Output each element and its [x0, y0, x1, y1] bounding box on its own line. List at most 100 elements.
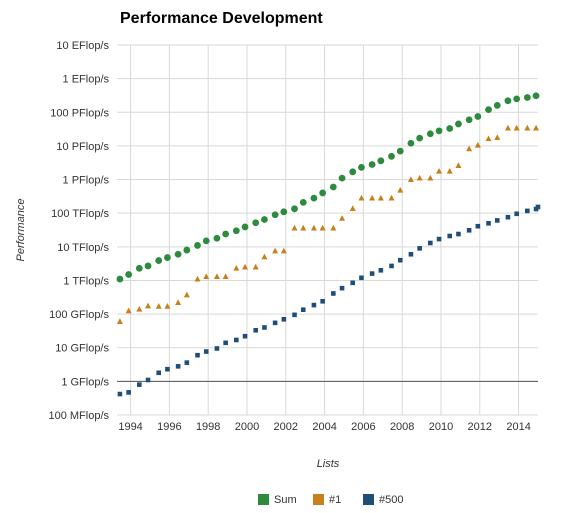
- top1-point: [369, 194, 376, 201]
- top1-point: [436, 167, 443, 174]
- sum-point: [426, 130, 434, 138]
- y-tick-label: 10 PFlop/s: [56, 141, 109, 153]
- x-tick-label: 2002: [274, 421, 298, 433]
- sum-point: [280, 208, 288, 216]
- sum-point: [116, 275, 124, 283]
- top500-point: [447, 233, 453, 239]
- top1-point: [125, 307, 132, 314]
- top500-point: [234, 337, 239, 343]
- top500-point: [145, 377, 151, 383]
- sum-point: [291, 205, 298, 213]
- top500-point: [397, 257, 403, 263]
- top500-point: [117, 391, 123, 397]
- sum-point: [513, 95, 521, 103]
- x-tick-label: 1998: [196, 421, 220, 433]
- top1-point: [164, 303, 171, 309]
- series-#500: [117, 204, 541, 397]
- sum-point: [388, 152, 395, 160]
- x-tick-label: 2014: [506, 421, 530, 433]
- x-tick-label: 1994: [118, 421, 142, 433]
- top1-point: [427, 174, 434, 181]
- top500-point: [525, 208, 530, 214]
- y-tick-label: 100 GFlop/s: [49, 309, 109, 321]
- sum-point: [455, 120, 462, 128]
- sum-point: [252, 219, 260, 227]
- top1-point: [349, 205, 356, 211]
- y-tick-label: 100 TFlop/s: [51, 208, 109, 220]
- sum-point: [396, 147, 404, 155]
- sum-point: [310, 194, 318, 202]
- top500-point: [475, 223, 481, 229]
- x-axis-ticks: 1994 1996 1998 2000 2002 2004 2006 2008 2010 2012…: [118, 421, 531, 433]
- legend-swatch: [258, 494, 269, 505]
- top500-point: [417, 246, 422, 251]
- x-tick-label: 2000: [235, 421, 259, 433]
- sum-point: [174, 250, 182, 258]
- top500-point: [272, 320, 278, 326]
- top1-point: [252, 263, 259, 270]
- top500-point: [466, 227, 472, 233]
- top1-point: [116, 318, 123, 324]
- sum-point: [155, 257, 163, 264]
- top1-point: [455, 162, 462, 168]
- top1-point: [222, 273, 229, 280]
- top1-point: [485, 135, 492, 142]
- sum-point: [329, 183, 337, 191]
- top1-point: [330, 224, 337, 231]
- top500-point: [165, 366, 170, 372]
- y-axis-title: Performance: [15, 199, 27, 262]
- top500-point: [311, 302, 317, 308]
- top500-point: [428, 240, 433, 246]
- top1-point: [494, 134, 501, 141]
- top1-point: [145, 302, 152, 309]
- top1-point: [203, 273, 210, 280]
- top500-point: [369, 271, 375, 276]
- top500-point: [505, 214, 511, 220]
- sum-point: [299, 198, 307, 206]
- sum-point: [125, 271, 133, 278]
- sum-point: [504, 97, 512, 105]
- sum-point: [465, 116, 473, 124]
- top500-point: [137, 382, 142, 387]
- top1-point: [319, 224, 326, 231]
- series-#1: [116, 124, 540, 324]
- top1-point: [300, 224, 307, 231]
- sum-point: [446, 125, 454, 132]
- sum-point: [416, 134, 424, 142]
- sum-point: [474, 113, 482, 120]
- top1-point: [213, 273, 220, 280]
- top1-point: [183, 291, 190, 298]
- top500-point: [300, 307, 306, 313]
- top500-point: [253, 327, 259, 333]
- sum-point: [435, 127, 443, 135]
- top1-point: [175, 299, 182, 305]
- top1-point: [446, 167, 453, 174]
- sum-point: [349, 168, 357, 176]
- top500-point: [175, 364, 181, 369]
- top500-point: [126, 390, 131, 395]
- legend-label: Sum: [274, 494, 297, 506]
- top500-point: [195, 352, 200, 358]
- data-marks: [116, 92, 541, 397]
- top500-point: [350, 280, 356, 286]
- top500-point: [331, 291, 336, 296]
- top500-point: [436, 236, 442, 242]
- top1-point: [280, 247, 287, 254]
- top500-point: [281, 317, 287, 322]
- sum-point: [232, 227, 240, 235]
- top500-point: [535, 204, 541, 210]
- top500-point: [156, 370, 162, 376]
- top1-point: [272, 247, 279, 254]
- top500-point: [514, 211, 519, 217]
- sum-point: [532, 92, 540, 100]
- x-tick-label: 2012: [468, 421, 492, 433]
- sum-point: [523, 94, 531, 101]
- top500-point: [339, 285, 345, 291]
- top500-point: [456, 231, 461, 237]
- top500-point: [214, 346, 220, 351]
- top1-point: [261, 253, 268, 260]
- y-tick-label: 1 PFlop/s: [63, 175, 110, 187]
- top1-point: [466, 145, 473, 152]
- top500-point: [292, 312, 297, 318]
